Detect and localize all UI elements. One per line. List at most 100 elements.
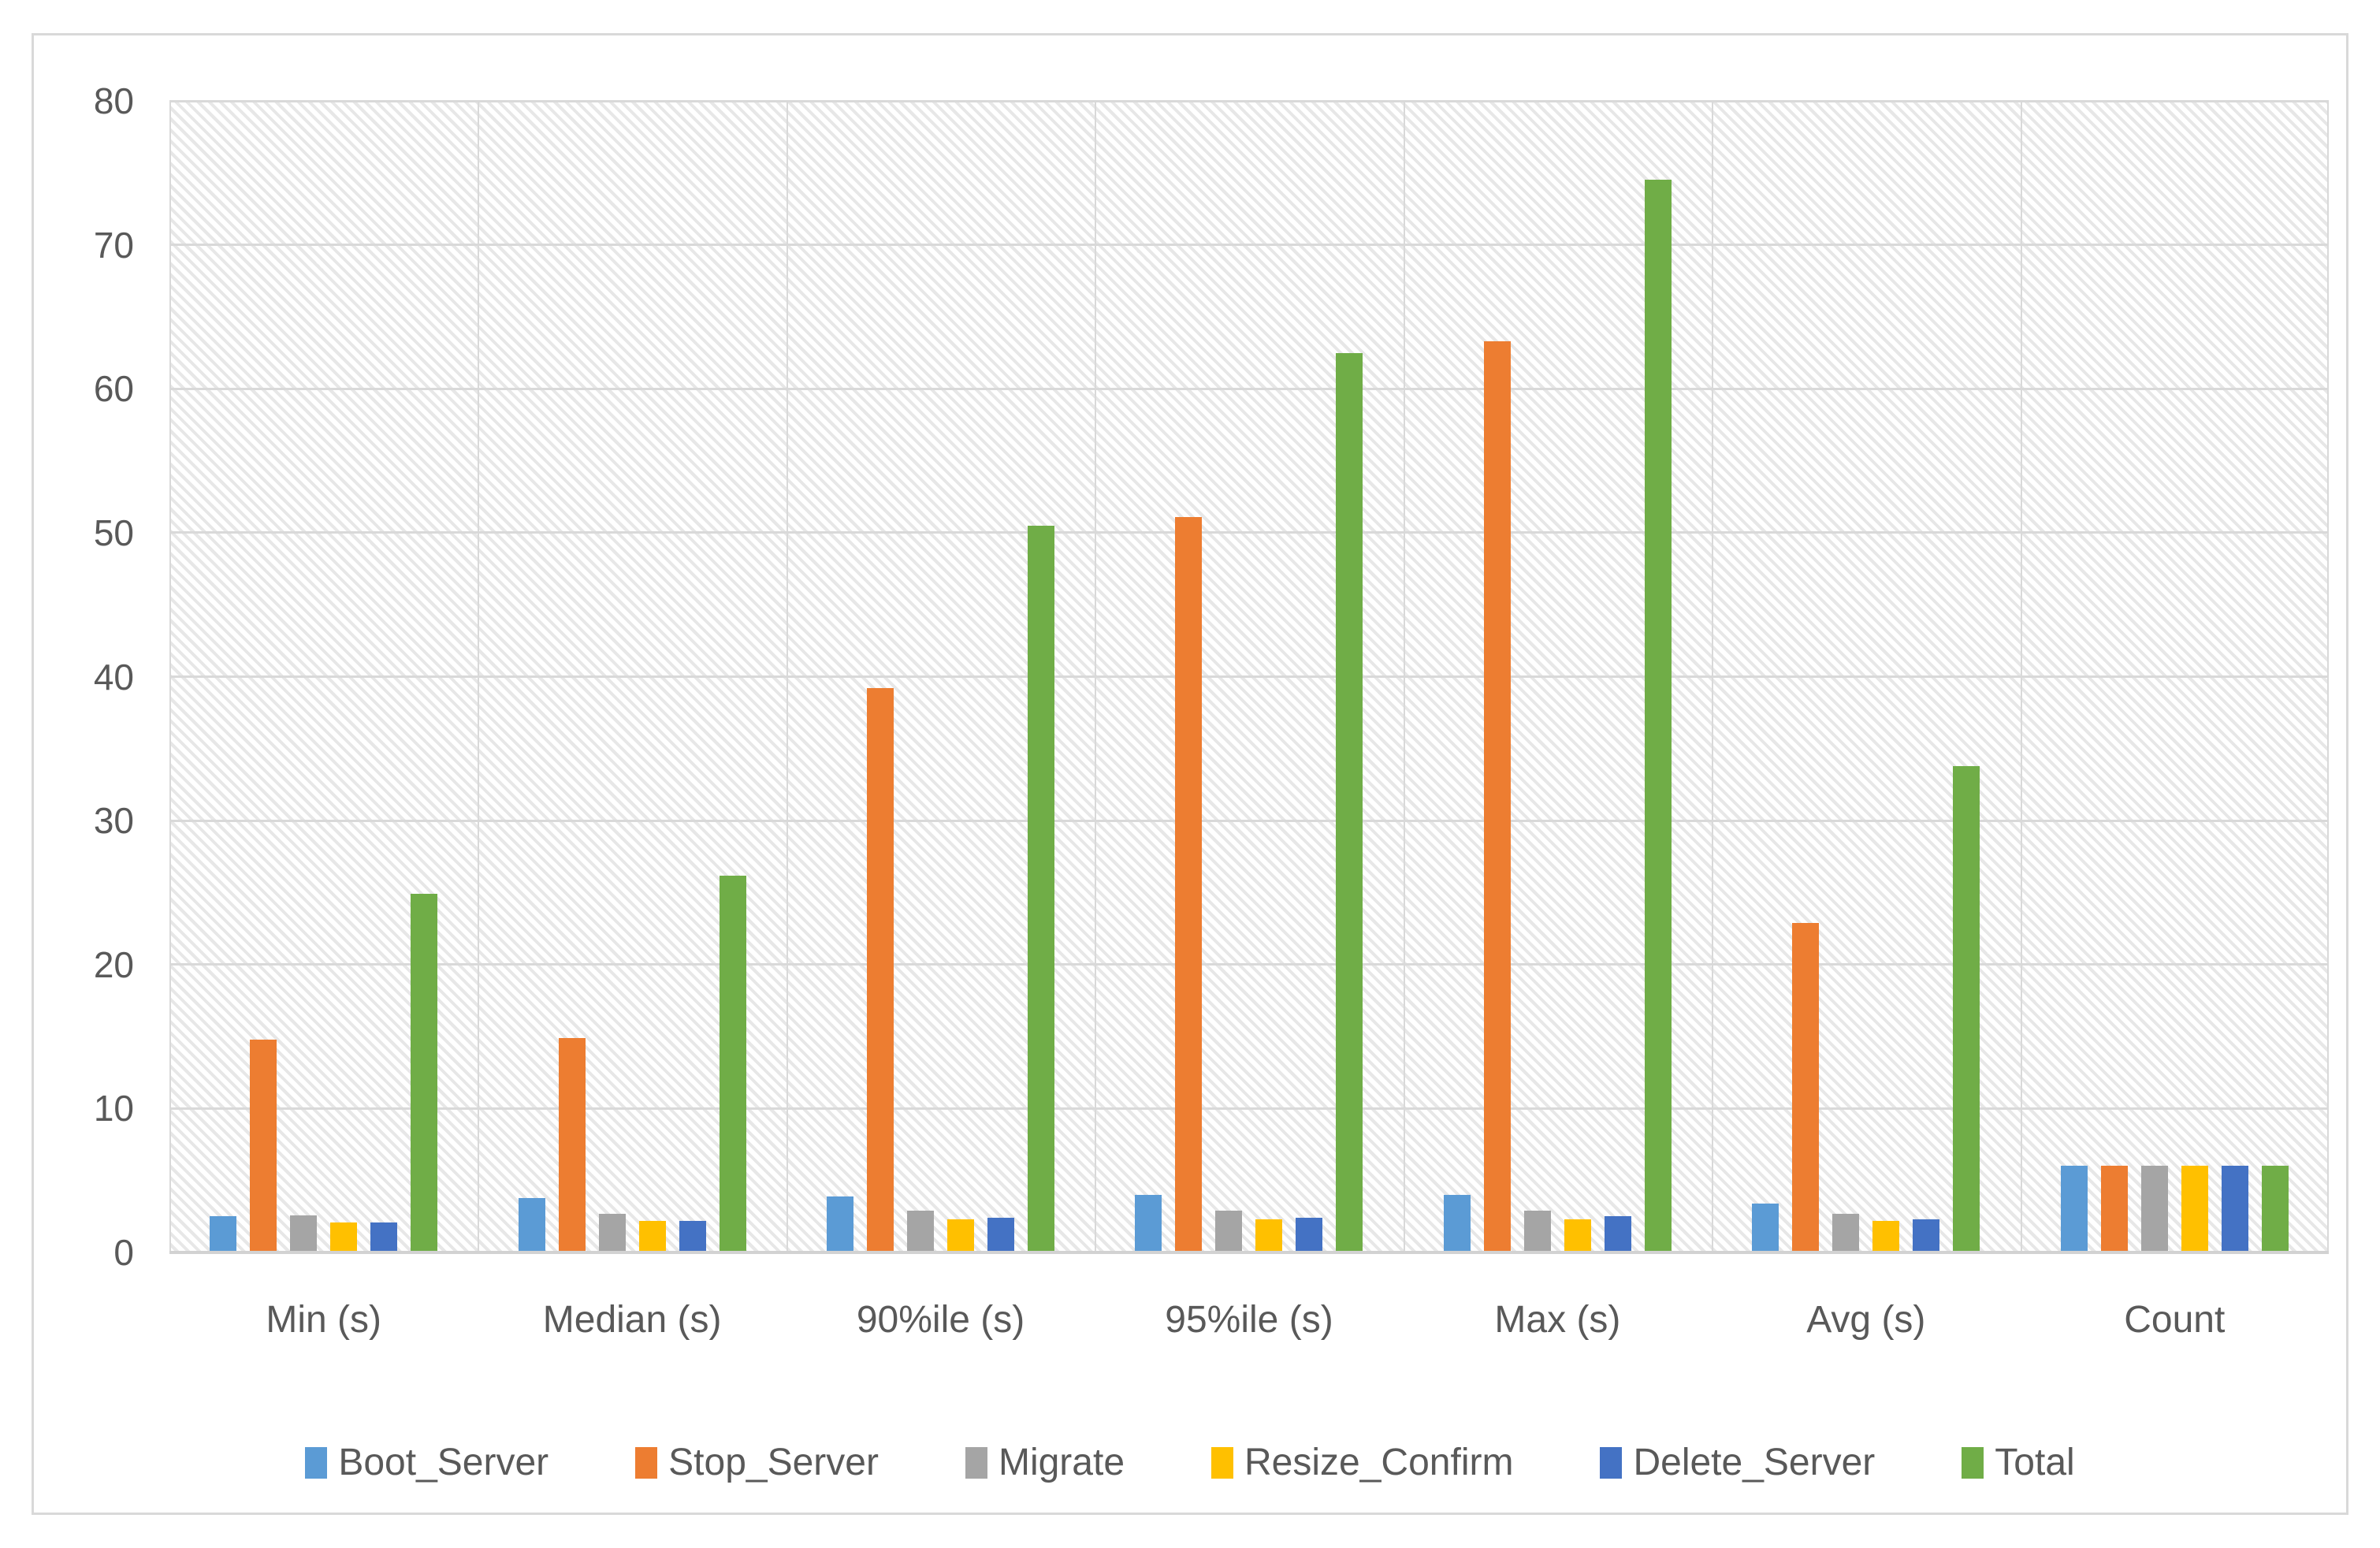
bar-delete-server: [987, 1218, 1015, 1252]
gridline-y-70: [169, 244, 2329, 247]
category-label-median-s-: Median (s): [542, 1299, 722, 1341]
bar-group-90-ile-s-: [787, 101, 1095, 1252]
bar-group-95-ile-s-: [1095, 101, 1403, 1252]
bar-boot-server: [518, 1197, 545, 1252]
bar-resize-confirm: [638, 1220, 666, 1252]
bar-resize-confirm: [1872, 1220, 1900, 1252]
bar-delete-server: [1913, 1219, 1940, 1252]
bar-total: [1336, 352, 1363, 1252]
legend-marker-migrate: [965, 1446, 987, 1479]
bar-group-max-s-: [1404, 101, 1712, 1252]
gridline-y-60: [169, 387, 2329, 390]
bar-boot-server: [1135, 1194, 1162, 1252]
bar-stop-server: [558, 1037, 586, 1252]
y-tick-label-30: 30: [93, 800, 134, 842]
y-tick-label-0: 0: [113, 1232, 134, 1273]
legend-marker-resize-confirm: [1211, 1446, 1234, 1479]
legend: Boot_Server Stop_Server Migrate Resize_Conf…: [32, 1441, 2348, 1484]
bar-boot-server: [1443, 1194, 1471, 1252]
gridline-y-10: [169, 1107, 2329, 1110]
bar-resize-confirm: [2181, 1166, 2208, 1252]
legend-label-resize-confirm: Resize_Confirm: [1244, 1442, 1514, 1483]
y-tick-label-50: 50: [93, 512, 134, 553]
y-tick-label-80: 80: [93, 80, 134, 121]
bar-migrate: [1523, 1211, 1551, 1252]
bar-delete-server: [1296, 1218, 1323, 1252]
bar-stop-server: [867, 688, 894, 1252]
bar-stop-server: [1483, 340, 1511, 1252]
gridline-x-separator-0: [169, 101, 171, 1252]
gridline-x-separator-6: [2020, 101, 2022, 1252]
y-tick-label-20: 20: [93, 943, 134, 985]
bar-boot-server: [1752, 1203, 1779, 1252]
legend-item-stop-server: Stop_Server: [635, 1441, 879, 1484]
bar-stop-server: [2100, 1166, 2128, 1252]
legend-label-total: Total: [1995, 1442, 2075, 1483]
bar-resize-confirm: [330, 1222, 358, 1252]
category-label-90-ile-s-: 90%ile (s): [856, 1299, 1025, 1341]
plot-area: [169, 99, 2329, 1254]
legend-marker-total: [1962, 1446, 1984, 1479]
bar-boot-server: [210, 1216, 237, 1252]
legend-item-migrate: Migrate: [965, 1441, 1125, 1484]
category-label-avg-s-: Avg (s): [1806, 1299, 1926, 1341]
legend-label-delete-server: Delete_Server: [1633, 1442, 1876, 1483]
bar-delete-server: [1604, 1216, 1631, 1252]
x-axis-line: [169, 1251, 2329, 1254]
bar-group-median-s-: [478, 101, 786, 1252]
legend-item-resize-confirm: Resize_Confirm: [1211, 1441, 1513, 1484]
bar-resize-confirm: [1564, 1219, 1591, 1252]
bar-migrate: [1832, 1213, 1860, 1252]
bar-total: [1953, 765, 1980, 1252]
legend-item-boot-server: Boot_Server: [305, 1441, 549, 1484]
bar-migrate: [2140, 1166, 2168, 1252]
legend-item-total: Total: [1962, 1441, 2075, 1484]
legend-item-delete-server: Delete_Server: [1600, 1441, 1875, 1484]
y-tick-label-40: 40: [93, 656, 134, 698]
bar-total: [2261, 1166, 2289, 1252]
bar-boot-server: [827, 1196, 854, 1252]
gridline-x-separator-2: [786, 101, 788, 1252]
bar-migrate: [598, 1213, 626, 1252]
category-label-count: Count: [2124, 1299, 2226, 1341]
gridline-x-separator-3: [1095, 101, 1097, 1252]
bar-migrate: [290, 1215, 318, 1252]
gridline-x-separator-4: [1403, 101, 1405, 1252]
legend-marker-stop-server: [635, 1446, 658, 1479]
bar-group-min-s-: [169, 101, 478, 1252]
bar-migrate: [907, 1211, 935, 1252]
legend-marker-delete-server: [1600, 1446, 1623, 1479]
bar-group-count: [2021, 101, 2329, 1252]
legend-label-migrate: Migrate: [998, 1442, 1125, 1483]
gridline-x-separator-1: [478, 101, 480, 1252]
gridline-y-30: [169, 819, 2329, 822]
bar-resize-confirm: [947, 1219, 975, 1252]
bar-stop-server: [1792, 922, 1820, 1252]
bar-total: [1028, 525, 1055, 1252]
category-label-max-s-: Max (s): [1494, 1299, 1621, 1341]
y-tick-label-60: 60: [93, 368, 134, 410]
gridline-y-40: [169, 675, 2329, 678]
gridline-x-separator-5: [1712, 101, 1714, 1252]
bar-stop-server: [250, 1039, 277, 1252]
bar-stop-server: [1175, 516, 1203, 1252]
gridline-y-80: [169, 99, 2329, 102]
bar-group-avg-s-: [1712, 101, 2020, 1252]
gridline-x-separator-7: [2327, 101, 2329, 1252]
bar-total: [411, 894, 438, 1252]
category-label-95-ile-s-: 95%ile (s): [1165, 1299, 1333, 1341]
legend-label-stop-server: Stop_Server: [668, 1442, 879, 1483]
gridline-y-20: [169, 963, 2329, 966]
bar-delete-server: [2221, 1166, 2248, 1252]
bar-resize-confirm: [1255, 1219, 1283, 1252]
bar-delete-server: [370, 1222, 398, 1252]
gridline-y-50: [169, 531, 2329, 534]
bar-total: [719, 875, 746, 1252]
bar-migrate: [1215, 1211, 1243, 1252]
y-tick-label-70: 70: [93, 224, 134, 266]
category-label-min-s-: Min (s): [266, 1299, 382, 1341]
y-tick-label-10: 10: [93, 1088, 134, 1129]
legend-marker-boot-server: [305, 1446, 328, 1479]
bar-delete-server: [679, 1220, 706, 1252]
